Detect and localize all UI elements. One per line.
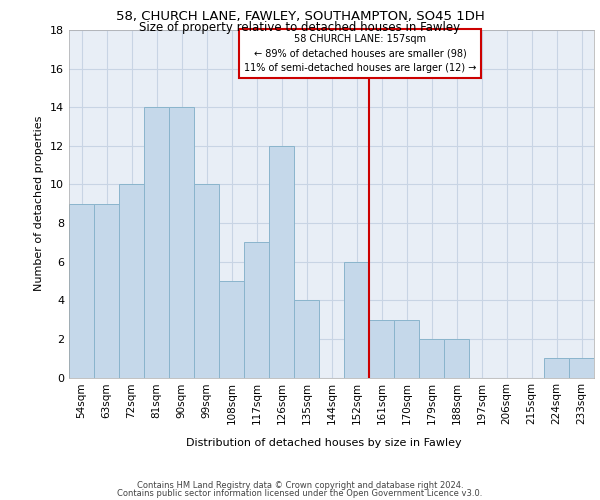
Bar xyxy=(69,204,94,378)
Text: 58, CHURCH LANE, FAWLEY, SOUTHAMPTON, SO45 1DH: 58, CHURCH LANE, FAWLEY, SOUTHAMPTON, SO… xyxy=(116,10,484,23)
Bar xyxy=(569,358,594,378)
Bar xyxy=(544,358,569,378)
Bar xyxy=(244,242,269,378)
Text: Contains public sector information licensed under the Open Government Licence v3: Contains public sector information licen… xyxy=(118,488,482,498)
Text: 58 CHURCH LANE: 157sqm
← 89% of detached houses are smaller (98)
11% of semi-det: 58 CHURCH LANE: 157sqm ← 89% of detached… xyxy=(244,34,476,74)
Bar xyxy=(369,320,394,378)
Y-axis label: Number of detached properties: Number of detached properties xyxy=(34,116,44,292)
Bar xyxy=(144,107,169,378)
Text: Contains HM Land Registry data © Crown copyright and database right 2024.: Contains HM Land Registry data © Crown c… xyxy=(137,481,463,490)
Bar xyxy=(119,184,144,378)
Bar xyxy=(394,320,419,378)
Bar xyxy=(294,300,319,378)
Bar xyxy=(444,339,469,378)
Bar xyxy=(219,281,244,378)
Bar xyxy=(169,107,194,378)
Text: Distribution of detached houses by size in Fawley: Distribution of detached houses by size … xyxy=(186,438,462,448)
Bar xyxy=(94,204,119,378)
Text: Size of property relative to detached houses in Fawley: Size of property relative to detached ho… xyxy=(139,21,461,34)
Bar xyxy=(194,184,219,378)
Bar xyxy=(344,262,369,378)
Bar xyxy=(419,339,444,378)
Bar xyxy=(269,146,294,378)
